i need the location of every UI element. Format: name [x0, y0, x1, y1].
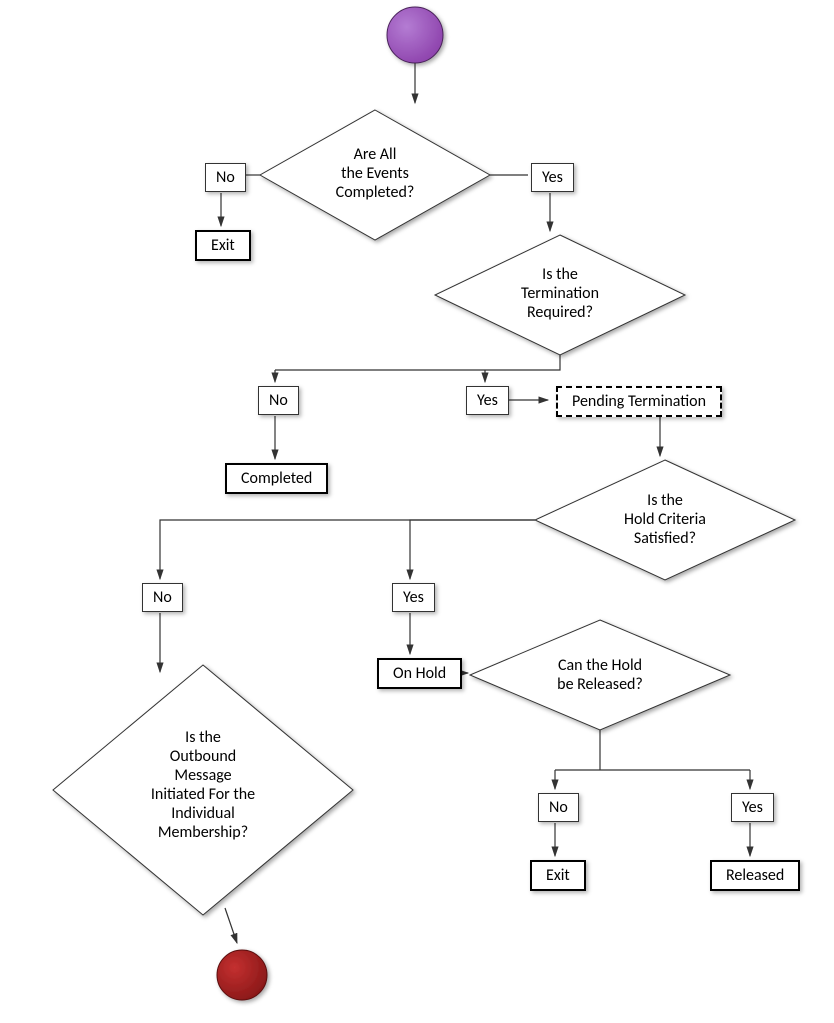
label-d2-no: No [258, 386, 299, 415]
label-d4-no: No [538, 793, 579, 822]
state-on-hold: On Hold [377, 658, 462, 689]
decision-hold-released [470, 620, 730, 730]
flowchart-canvas: Are Allthe EventsCompleted? Is theTermin… [0, 0, 834, 1023]
label-d4-yes: Yes [731, 793, 774, 822]
label-d1-yes: Yes [531, 163, 574, 192]
end-node [217, 950, 267, 1000]
decision-termination-required [435, 235, 685, 355]
label-d1-no: No [205, 163, 246, 192]
decision-events-completed [260, 110, 490, 240]
state-exit-2: Exit [530, 860, 586, 891]
state-exit-1: Exit [195, 230, 251, 261]
decision-outbound-message [53, 665, 353, 915]
start-node [387, 7, 443, 63]
state-pending-termination: Pending Termination [556, 386, 722, 417]
label-d3-yes: Yes [392, 583, 435, 612]
decision-hold-criteria [535, 460, 795, 580]
flowchart-svg [0, 0, 834, 1023]
label-d2-yes: Yes [466, 386, 509, 415]
state-completed: Completed [225, 463, 328, 494]
state-released: Released [710, 860, 800, 891]
label-d3-no: No [142, 583, 183, 612]
